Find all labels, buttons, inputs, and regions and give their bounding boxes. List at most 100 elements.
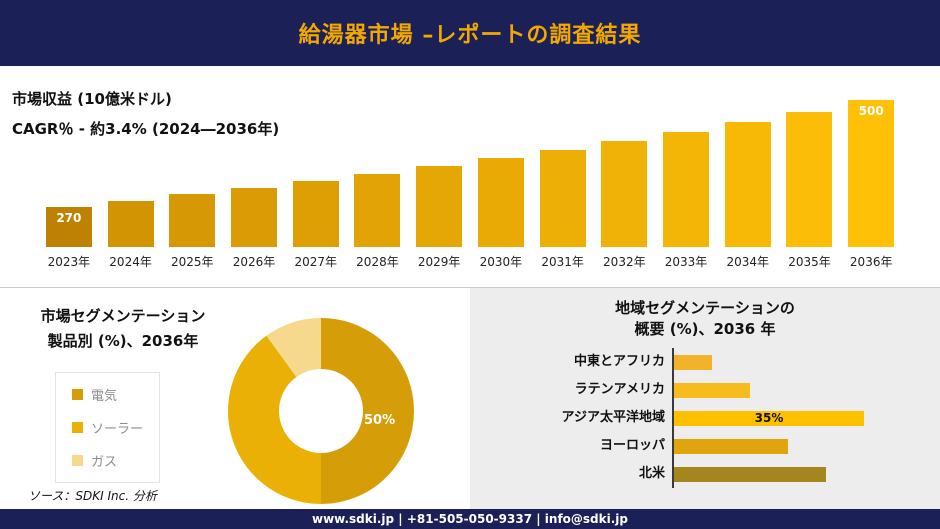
x-axis-label: 2028年	[356, 255, 399, 269]
footer: www.sdki.jp | +81-505-050-9337 | info@sd…	[0, 509, 940, 529]
bar-value-label: 270	[56, 211, 82, 225]
legend-swatch	[72, 389, 83, 400]
bar-area	[292, 96, 339, 247]
bar-area	[416, 96, 463, 247]
revenue-chart-subtitle: CAGR％ - 約3.4% (2024―2036年)	[12, 120, 280, 138]
segmentation-title-line1: 市場セグメンテーション	[40, 307, 206, 325]
x-axis-label: 2029年	[417, 255, 461, 269]
legend-item-ガス: ガス	[72, 451, 143, 470]
bar-column-2027年: 2027年	[285, 96, 347, 270]
x-axis-label: 2033年	[664, 255, 708, 269]
region-label: ラテンアメリカ	[574, 382, 665, 397]
bar-column-2030年: 2030年	[470, 96, 532, 270]
region-bar-row	[674, 432, 864, 460]
product-donut-chart	[228, 318, 414, 504]
revenue-bar: 500	[848, 100, 895, 247]
region-title-line2: 概要 (%)、2036 年	[634, 320, 776, 338]
revenue-bar	[663, 132, 710, 247]
revenue-bar	[601, 141, 648, 247]
bar-column-2035年: 2035年	[779, 96, 841, 270]
revenue-bar	[107, 201, 154, 247]
bar-column-2033年: 2033年	[655, 96, 717, 270]
x-axis-label: 2030年	[479, 255, 523, 269]
revenue-bar-chart: 270 2023年 2024年 2025年 2026年 2027年 2028年 2029年 20…	[38, 96, 902, 270]
bar-value-label: 500	[858, 104, 884, 118]
bar-column-2026年: 2026年	[223, 96, 285, 270]
revenue-bar	[231, 188, 278, 247]
bar-column-2036年: 500 2036年	[840, 96, 902, 270]
region-labels-column: 中東とアフリカ ラテンアメリカアジア太平洋地域ヨーロッパ北米	[470, 348, 672, 488]
legend-swatch	[72, 455, 83, 466]
bar-area	[169, 96, 216, 247]
revenue-bar	[416, 166, 463, 247]
bar-column-2034年: 2034年	[717, 96, 779, 270]
bar-column-2032年: 2032年	[593, 96, 655, 270]
region-bar	[674, 354, 712, 370]
bar-area	[539, 96, 586, 247]
bar-area	[601, 96, 648, 247]
segmentation-title-line2: 製品別 (%)、2036年	[47, 332, 199, 350]
x-axis-label: 2034年	[726, 255, 770, 269]
x-axis-label: 2031年	[541, 255, 584, 269]
region-bar-row	[674, 460, 864, 488]
bar-area	[724, 96, 771, 247]
x-axis-label: 2027年	[294, 255, 337, 269]
x-axis-label: 2025年	[171, 255, 214, 269]
region-bar-row	[674, 348, 864, 376]
bar-column-2025年: 2025年	[161, 96, 223, 270]
bar-area	[663, 96, 710, 247]
bar-column-2029年: 2029年	[408, 96, 470, 270]
footer-contact: www.sdki.jp | +81-505-050-9337 | info@sd…	[311, 512, 628, 526]
header: 給湯器市場 –レポートの調査結果	[0, 0, 940, 66]
bar-column-2028年: 2028年	[347, 96, 409, 270]
bar-area	[354, 96, 401, 247]
legend-swatch	[72, 422, 83, 433]
region-label: ヨーロッパ	[599, 438, 665, 453]
bar-area	[477, 96, 524, 247]
revenue-bar	[169, 194, 216, 247]
region-bar-chart: 中東とアフリカ ラテンアメリカアジア太平洋地域ヨーロッパ北米 35%	[470, 348, 940, 488]
bar-area: 500	[848, 96, 895, 247]
revenue-bar	[539, 150, 586, 247]
legend-label: ガス	[91, 455, 118, 470]
bar-area	[786, 96, 833, 247]
region-bar: 35%	[674, 410, 864, 426]
region-label: アジア太平洋地域	[561, 410, 665, 425]
region-bar	[674, 382, 750, 398]
region-label: 中東とアフリカ	[573, 354, 665, 369]
bar-area	[107, 96, 154, 247]
region-bar-value-label: 35%	[754, 411, 784, 425]
revenue-bar	[354, 174, 401, 247]
legend-item-ソーラー: ソーラー	[72, 418, 143, 437]
region-bar	[674, 466, 826, 482]
x-axis-label: 2036年	[849, 255, 893, 269]
revenue-bar: 270	[45, 207, 92, 247]
source-note: ソース：SDKI Inc. 分析	[28, 489, 157, 503]
bar-column-2031年: 2031年	[532, 96, 594, 270]
bar-area: 270	[45, 96, 92, 247]
legend-label: 電気	[91, 389, 118, 404]
legend-item-電気: 電気	[72, 385, 143, 404]
section-divider	[0, 287, 940, 288]
x-axis-label: 2032年	[603, 255, 646, 269]
pie-legend: 電気 ソーラー ガス	[55, 372, 161, 483]
legend-label: ソーラー	[91, 422, 144, 437]
x-axis-label: 2024年	[109, 255, 152, 269]
revenue-bar	[292, 181, 339, 247]
bar-column-2024年: 2024年	[100, 96, 162, 270]
donut-value-label: 50%	[364, 413, 396, 428]
region-bar	[674, 438, 788, 454]
region-title-line1: 地域セグメンテーションの	[615, 299, 795, 317]
page-title: 給湯器市場 –レポートの調査結果	[298, 23, 642, 48]
revenue-bar	[724, 122, 771, 247]
region-label: 北米	[638, 466, 665, 481]
region-bar-row: 35%	[674, 404, 864, 432]
region-segmentation-section: 地域セグメンテーションの 概要 (%)、2036 年 中東とアフリカ ラテンアメリ…	[470, 288, 940, 509]
revenue-chart-title: 市場収益 (10億米ドル)	[12, 90, 172, 108]
region-bars-column: 35%	[672, 348, 864, 488]
x-axis-label: 2023年	[47, 255, 91, 269]
bar-area	[231, 96, 278, 247]
x-axis-label: 2026年	[232, 255, 276, 269]
revenue-bar	[786, 112, 833, 247]
